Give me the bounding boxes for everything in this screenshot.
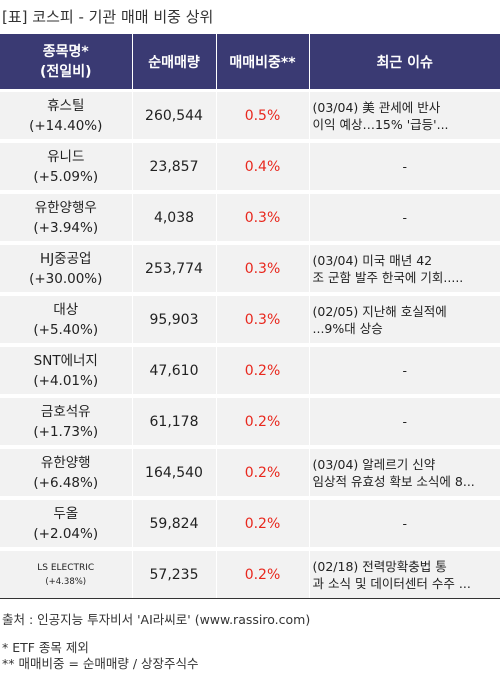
recent-issue-cell[interactable]: (02/05) 지난해 호실적에 ...9%대 상승 (309, 294, 500, 347)
net-volume-cell: 4,038 (132, 192, 217, 245)
column-header-name[interactable]: 종목명* (전일비) (0, 34, 133, 92)
no-issue-dash: - (402, 414, 407, 429)
footnote-ratio: ** 매매비중 = 순매매량 / 상장주식수 (2, 656, 199, 671)
stock-name-cell[interactable]: 대상 (+5.40%) (0, 294, 133, 347)
recent-issue-cell[interactable]: (03/04) 美 관세에 반사 이익 예상…15% '급등'... (309, 90, 500, 143)
issue-link[interactable]: (02/18) 전력망확충법 통 과 소식 및 데이터센터 수주 ... (312, 558, 471, 591)
stock-name-cell[interactable]: 유한양행우 (+3.94%) (0, 192, 133, 245)
column-header-volume[interactable]: 순매매량 (132, 34, 217, 92)
recent-issue-cell: - (309, 345, 500, 398)
table-row[interactable]: 유니드 (+5.09%) 23,857 0.4% - (0, 141, 500, 194)
stock-name[interactable]: 휴스틸 (47, 97, 85, 114)
net-volume-cell: 95,903 (132, 294, 217, 347)
net-volume-cell: 61,178 (132, 396, 217, 449)
trade-ratio-cell: 0.4% (216, 141, 310, 194)
stock-change: (+5.40%) (33, 321, 99, 338)
issue-link[interactable]: (02/05) 지난해 호실적에 ...9%대 상승 (312, 303, 447, 336)
stock-name[interactable]: 두올 (53, 505, 79, 522)
recent-issue-cell: - (309, 192, 500, 245)
recent-issue-cell: - (309, 141, 500, 194)
trade-ratio-cell: 0.2% (216, 396, 310, 449)
net-volume-cell: 57,235 (132, 549, 217, 599)
table-row[interactable]: LS ELECTRIC (+4.38%) 57,235 0.2% (02/18) 전력망… (0, 549, 500, 599)
stock-name[interactable]: HJ중공업 (40, 250, 92, 267)
column-header-issue[interactable]: 최근 이슈 (309, 34, 500, 92)
recent-issue-cell[interactable]: (02/18) 전력망확충법 통 과 소식 및 데이터센터 수주 ... (309, 549, 500, 599)
trade-ratio-cell: 0.5% (216, 90, 310, 143)
table-row[interactable]: 유한양행 (+6.48%) 164,540 0.2% (03/04) 알레르기 신약 임… (0, 447, 500, 500)
trade-ratio-cell: 0.3% (216, 294, 310, 347)
net-volume-cell: 253,774 (132, 243, 217, 296)
stock-name-cell[interactable]: LS ELECTRIC (+4.38%) (0, 549, 133, 599)
net-volume-cell: 164,540 (132, 447, 217, 500)
stock-name-cell[interactable]: 휴스틸 (+14.40%) (0, 90, 133, 143)
no-issue-dash: - (402, 363, 407, 378)
stock-name[interactable]: SNT에너지 (33, 352, 98, 369)
stock-name[interactable]: 유니드 (47, 148, 85, 165)
column-header-ratio[interactable]: 매매비중** (216, 34, 310, 92)
trade-ratio-cell: 0.2% (216, 447, 310, 500)
stock-name[interactable]: 금호석유 (40, 403, 91, 420)
stock-change: (+3.94%) (33, 219, 99, 236)
table-row[interactable]: 금호석유 (+1.73%) 61,178 0.2% - (0, 396, 500, 449)
net-volume-cell: 47,610 (132, 345, 217, 398)
stock-name[interactable]: 유한양행우 (34, 199, 97, 216)
stock-name-cell[interactable]: SNT에너지 (+4.01%) (0, 345, 133, 398)
stock-name-cell[interactable]: 유한양행 (+6.48%) (0, 447, 133, 500)
institution-trading-table: 종목명* (전일비) 순매매량 매매비중** 최근 이슈 휴스틸 (+14.40%… (0, 34, 500, 599)
trade-ratio-cell: 0.2% (216, 345, 310, 398)
stock-change: (+6.48%) (33, 474, 99, 491)
stock-change: (+4.01%) (33, 372, 99, 389)
table-row[interactable]: 두올 (+2.04%) 59,824 0.2% - (0, 498, 500, 551)
no-issue-dash: - (402, 159, 407, 174)
recent-issue-cell: - (309, 498, 500, 551)
table-row[interactable]: 대상 (+5.40%) 95,903 0.3% (02/05) 지난해 호실적에 ...… (0, 294, 500, 347)
table-header-row: 종목명* (전일비) 순매매량 매매비중** 최근 이슈 (0, 34, 500, 92)
table-row[interactable]: 휴스틸 (+14.40%) 260,544 0.5% (03/04) 美 관세에 반사 … (0, 90, 500, 143)
stock-change: (+2.04%) (33, 525, 99, 542)
recent-issue-cell[interactable]: (03/04) 미국 매년 42 조 군함 발주 한국에 기회..... (309, 243, 500, 296)
stock-change: (+14.40%) (29, 117, 103, 134)
stock-change: (+4.38%) (45, 576, 87, 587)
trade-ratio-cell: 0.2% (216, 549, 310, 599)
trade-ratio-cell: 0.3% (216, 192, 310, 245)
stock-change: (+5.09%) (33, 168, 99, 185)
stock-name-cell[interactable]: HJ중공업 (+30.00%) (0, 243, 133, 296)
table-row[interactable]: 유한양행우 (+3.94%) 4,038 0.3% - (0, 192, 500, 245)
net-volume-cell: 260,544 (132, 90, 217, 143)
column-header-name-line2: (전일비) (40, 63, 92, 80)
trade-ratio-cell: 0.3% (216, 243, 310, 296)
stock-name[interactable]: 대상 (53, 301, 79, 318)
no-issue-dash: - (402, 210, 407, 225)
no-issue-dash: - (402, 516, 407, 531)
table-body: 휴스틸 (+14.40%) 260,544 0.5% (03/04) 美 관세에 반사 … (0, 90, 500, 599)
net-volume-cell: 59,824 (132, 498, 217, 551)
table-row[interactable]: SNT에너지 (+4.01%) 47,610 0.2% - (0, 345, 500, 398)
stock-name[interactable]: LS ELECTRIC (37, 562, 95, 573)
trade-ratio-cell: 0.2% (216, 498, 310, 551)
page-title: [표] 코스피 - 기관 매매 비중 상위 (2, 8, 214, 26)
source-note: 출처 : 인공지능 투자비서 'AI라씨로' (www.rassiro.com) (2, 612, 311, 627)
stock-name[interactable]: 유한양행 (40, 454, 91, 471)
recent-issue-cell: - (309, 396, 500, 449)
table-row[interactable]: HJ중공업 (+30.00%) 253,774 0.3% (03/04) 미국 매년 4… (0, 243, 500, 296)
recent-issue-cell[interactable]: (03/04) 알레르기 신약 임상적 유효성 확보 소식에 8... (309, 447, 500, 500)
footnote-etf: * ETF 종목 제외 (2, 640, 89, 655)
column-header-name-line1: 종목명* (42, 43, 89, 60)
stock-change: (+30.00%) (29, 270, 103, 287)
net-volume-cell: 23,857 (132, 141, 217, 194)
stock-name-cell[interactable]: 두올 (+2.04%) (0, 498, 133, 551)
issue-link[interactable]: (03/04) 美 관세에 반사 이익 예상…15% '급등'... (312, 99, 449, 132)
stock-name-cell[interactable]: 유니드 (+5.09%) (0, 141, 133, 194)
issue-link[interactable]: (03/04) 미국 매년 42 조 군함 발주 한국에 기회..... (312, 252, 464, 285)
issue-link[interactable]: (03/04) 알레르기 신약 임상적 유효성 확보 소식에 8... (312, 456, 475, 489)
stock-change: (+1.73%) (33, 423, 99, 440)
stock-name-cell[interactable]: 금호석유 (+1.73%) (0, 396, 133, 449)
